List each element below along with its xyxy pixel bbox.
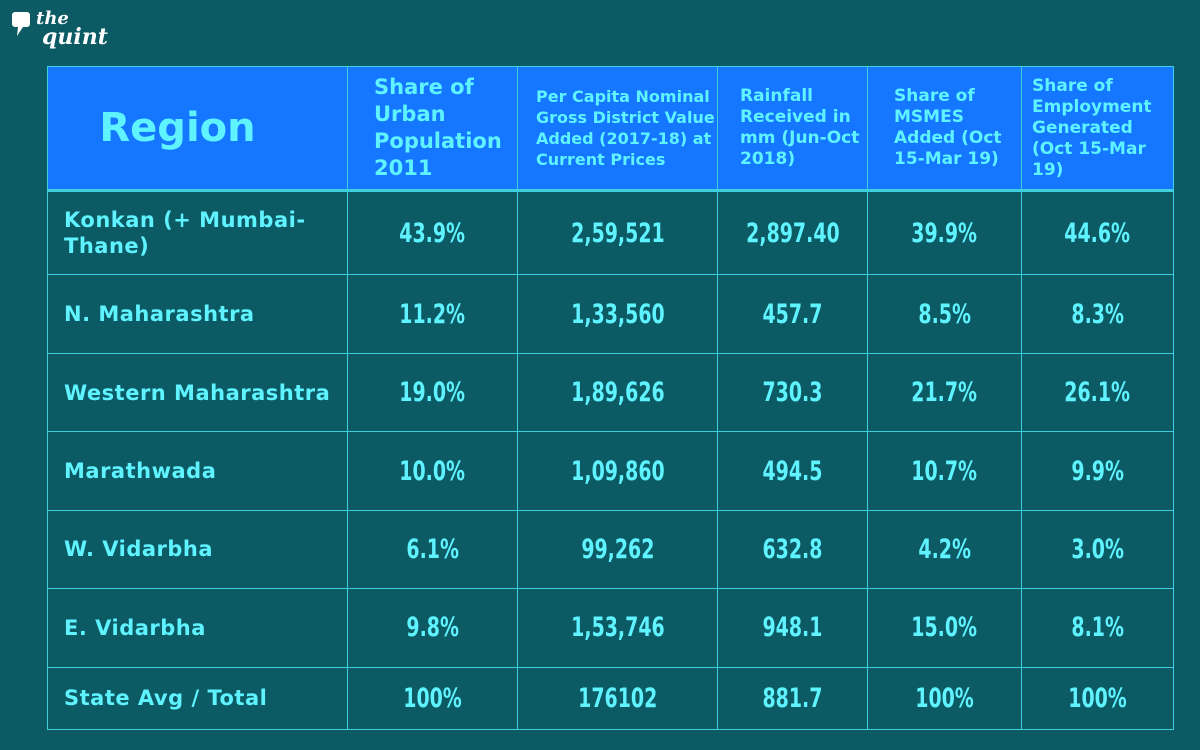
- employment-cell: 100%: [1021, 666, 1174, 731]
- msmes-cell: 4.2%: [867, 509, 1022, 590]
- column-header-region: Region: [47, 66, 348, 191]
- column-header-urban-population: Share of Urban Population 2011: [347, 66, 518, 191]
- gdva-cell: 1,33,560: [517, 274, 718, 354]
- brand-line-1: the: [36, 8, 69, 29]
- msmes-cell: 15.0%: [867, 588, 1022, 668]
- table-row: Marathwada 10.0% 1,09,860 494.5 10.7% 9.…: [47, 431, 1174, 511]
- rainfall-cell: 881.7: [717, 666, 868, 731]
- region-data-table: Region Share of Urban Population 2011 Pe…: [47, 66, 1174, 731]
- rainfall-cell: 457.7: [717, 274, 868, 354]
- urban-share-cell: 11.2%: [347, 274, 518, 354]
- brand-line-2: quint: [42, 24, 108, 50]
- urban-share-cell: 100%: [347, 666, 518, 731]
- region-cell: Western Maharashtra: [47, 352, 348, 433]
- region-cell: W. Vidarbha: [47, 509, 348, 590]
- employment-cell: 8.1%: [1021, 588, 1174, 668]
- brand-logo: the quint: [12, 8, 108, 50]
- column-header-employment: Share of Employment Generated (Oct 15-Ma…: [1021, 66, 1174, 191]
- table-row: Konkan (+ Mumbai-Thane) 43.9% 2,59,521 2…: [47, 189, 1174, 276]
- msmes-cell: 8.5%: [867, 274, 1022, 354]
- gdva-cell: 1,09,860: [517, 431, 718, 511]
- msmes-cell: 21.7%: [867, 352, 1022, 433]
- table-row: N. Maharashtra 11.2% 1,33,560 457.7 8.5%…: [47, 274, 1174, 354]
- msmes-cell: 10.7%: [867, 431, 1022, 511]
- region-cell: E. Vidarbha: [47, 588, 348, 668]
- column-header-rainfall: Rainfall Received in mm (Jun-Oct 2018): [717, 66, 868, 191]
- gdva-cell: 1,89,626: [517, 352, 718, 433]
- region-cell: N. Maharashtra: [47, 274, 348, 354]
- region-cell: State Avg / Total: [47, 666, 348, 731]
- msmes-cell: 39.9%: [867, 189, 1022, 276]
- column-header-msmes: Share of MSMES Added (Oct 15-Mar 19): [867, 66, 1022, 191]
- quote-icon: [12, 12, 30, 36]
- employment-cell: 44.6%: [1021, 189, 1174, 276]
- column-header-gdva: Per Capita Nominal Gross District Value …: [517, 66, 718, 191]
- employment-cell: 8.3%: [1021, 274, 1174, 354]
- urban-share-cell: 6.1%: [347, 509, 518, 590]
- gdva-cell: 1,53,746: [517, 588, 718, 668]
- urban-share-cell: 19.0%: [347, 352, 518, 433]
- table-row: E. Vidarbha 9.8% 1,53,746 948.1 15.0% 8.…: [47, 588, 1174, 668]
- gdva-cell: 2,59,521: [517, 189, 718, 276]
- urban-share-cell: 43.9%: [347, 189, 518, 276]
- region-cell: Konkan (+ Mumbai-Thane): [47, 189, 348, 276]
- table-row-total: State Avg / Total 100% 176102 881.7 100%…: [47, 666, 1174, 731]
- region-cell: Marathwada: [47, 431, 348, 511]
- employment-cell: 9.9%: [1021, 431, 1174, 511]
- rainfall-cell: 494.5: [717, 431, 868, 511]
- urban-share-cell: 10.0%: [347, 431, 518, 511]
- rainfall-cell: 632.8: [717, 509, 868, 590]
- table-row: W. Vidarbha 6.1% 99,262 632.8 4.2% 3.0%: [47, 509, 1174, 590]
- table-row: Western Maharashtra 19.0% 1,89,626 730.3…: [47, 352, 1174, 433]
- employment-cell: 3.0%: [1021, 509, 1174, 590]
- table-header-row: Region Share of Urban Population 2011 Pe…: [47, 66, 1174, 191]
- gdva-cell: 176102: [517, 666, 718, 731]
- urban-share-cell: 9.8%: [347, 588, 518, 668]
- rainfall-cell: 948.1: [717, 588, 868, 668]
- rainfall-cell: 2,897.40: [717, 189, 868, 276]
- employment-cell: 26.1%: [1021, 352, 1174, 433]
- gdva-cell: 99,262: [517, 509, 718, 590]
- rainfall-cell: 730.3: [717, 352, 868, 433]
- msmes-cell: 100%: [867, 666, 1022, 731]
